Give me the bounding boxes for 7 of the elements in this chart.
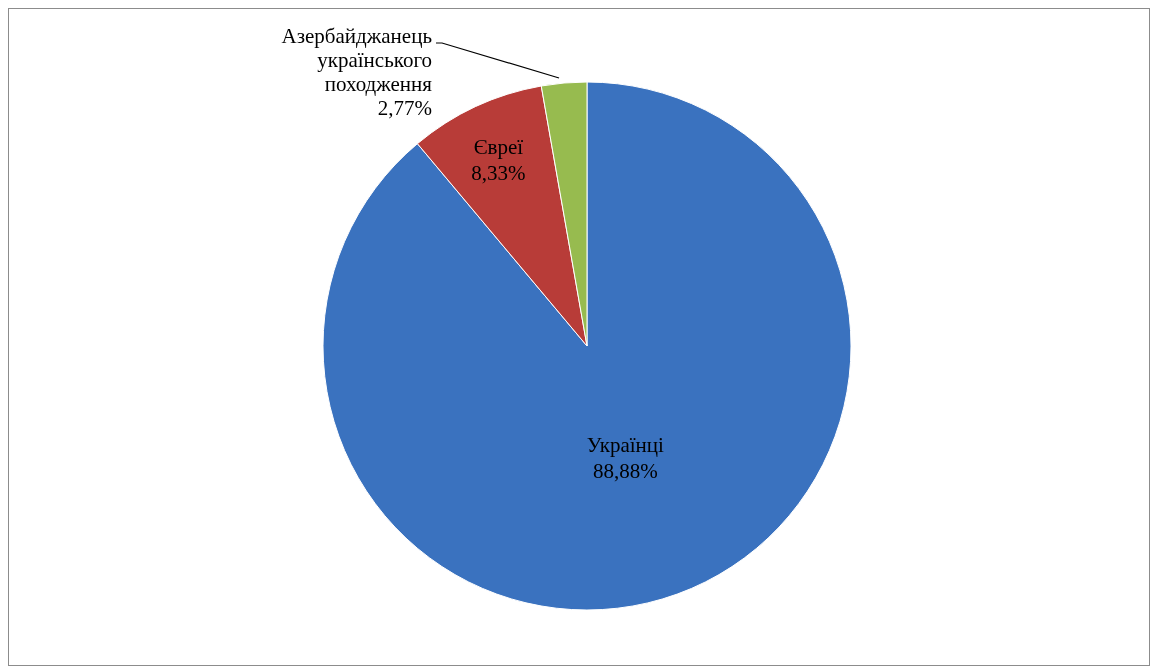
data-label: 8,33% <box>471 160 526 185</box>
pie-slice <box>322 81 852 611</box>
data-label: 88,88% <box>592 458 658 483</box>
slice-label: Євреї <box>473 134 524 159</box>
data-label: 2,77% <box>377 96 432 120</box>
slice-label: Українці <box>586 432 665 457</box>
slice-label: Азербайджанець українського походження <box>281 24 433 96</box>
